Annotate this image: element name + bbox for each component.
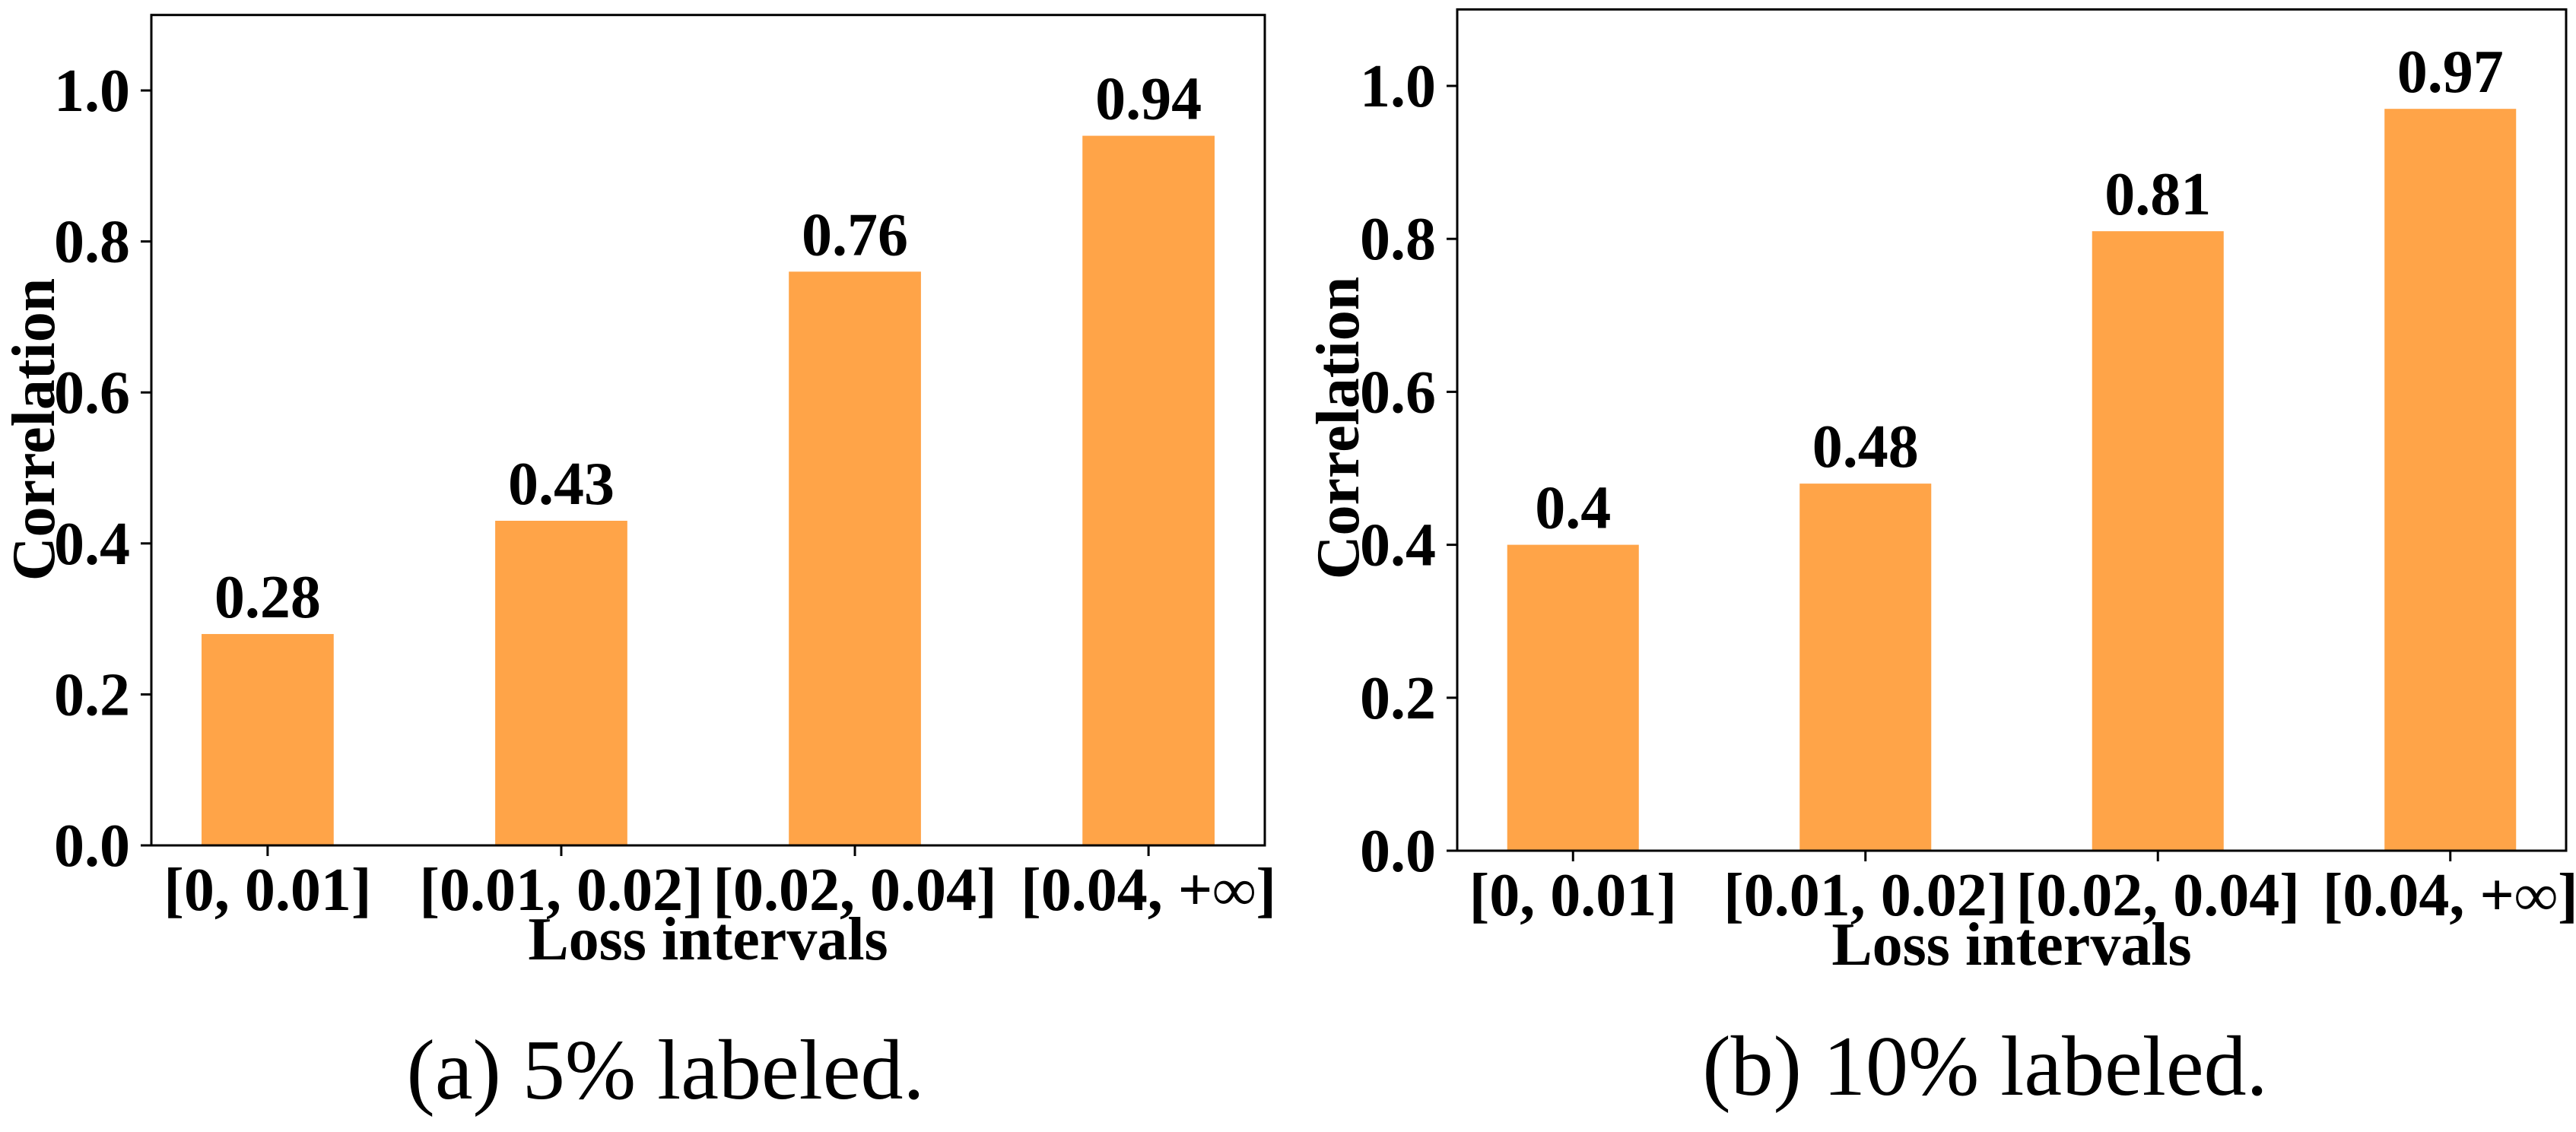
y-tick-label: 0.6 (1360, 359, 1436, 426)
x-tick-label: [0.01, 0.02] (419, 857, 703, 924)
y-axis-label: Correlation (1305, 277, 1372, 579)
x-axis-label: Loss intervals (528, 906, 888, 973)
bar-value-label: 0.76 (802, 201, 908, 268)
bar-value-label: 0.81 (2104, 161, 2211, 228)
axes-frame (1456, 8, 2568, 852)
bar-value-label: 0.48 (1812, 414, 1919, 480)
bar (1799, 484, 1932, 851)
x-tick-label: [0.01, 0.02] (1723, 862, 2007, 929)
chart-panel-a: 0.28 0.43 0.76 0.94 0.0 0.2 0.4 0.6 0.8 1.0 [0, 0.… (1, 14, 1276, 1118)
y-tick-label: 0.4 (1360, 512, 1436, 579)
y-tick-label: 0.8 (1360, 206, 1436, 273)
y-tick-label: 0.2 (54, 661, 130, 728)
bar (2384, 109, 2517, 851)
x-tick-label: [0, 0.01] (164, 857, 371, 924)
x-tick-label: [0.04, +∞] (2323, 862, 2576, 929)
bar-value-label: 0.28 (214, 564, 321, 631)
bar (1507, 544, 1639, 851)
bar-value-label: 0.43 (508, 451, 615, 518)
y-tick-label: 0.6 (54, 360, 130, 426)
x-tick-label: [0.02, 0.04] (2016, 862, 2300, 929)
x-tick-label: [0.04, +∞] (1021, 857, 1276, 924)
axes-frame (150, 14, 1266, 847)
y-tick-label: 0.2 (1360, 665, 1436, 732)
bar-value-label: 0.4 (1535, 475, 1611, 542)
y-tick-label: 1.0 (1360, 53, 1436, 120)
x-tick-label: [0.02, 0.04] (713, 857, 996, 924)
y-tick-label: 0.4 (54, 511, 130, 578)
y-axis-label: Correlation (1, 278, 68, 581)
bar (2092, 231, 2224, 851)
bar (495, 521, 627, 845)
subfigure-caption: (b) 10% labeled. (1702, 1019, 2267, 1114)
x-tick-label: [0, 0.01] (1469, 862, 1677, 929)
y-tick-label: 0.0 (54, 813, 130, 880)
y-tick-label: 0.8 (54, 209, 130, 276)
bar-value-label: 0.94 (1095, 66, 1202, 133)
bar (789, 271, 921, 845)
bar-value-label: 0.97 (2397, 39, 2504, 106)
chart-panel-b: 0.4 0.48 0.81 0.97 0.0 0.2 0.4 0.6 0.8 1.0 [0, 0.0… (1305, 8, 2576, 1114)
y-tick-label: 1.0 (54, 58, 130, 125)
bar (202, 633, 334, 845)
y-tick-label: 0.0 (1360, 818, 1436, 885)
x-axis-label: Loss intervals (1831, 912, 2191, 978)
bar (1082, 135, 1215, 845)
subfigure-caption: (a) 5% labeled. (407, 1023, 925, 1118)
